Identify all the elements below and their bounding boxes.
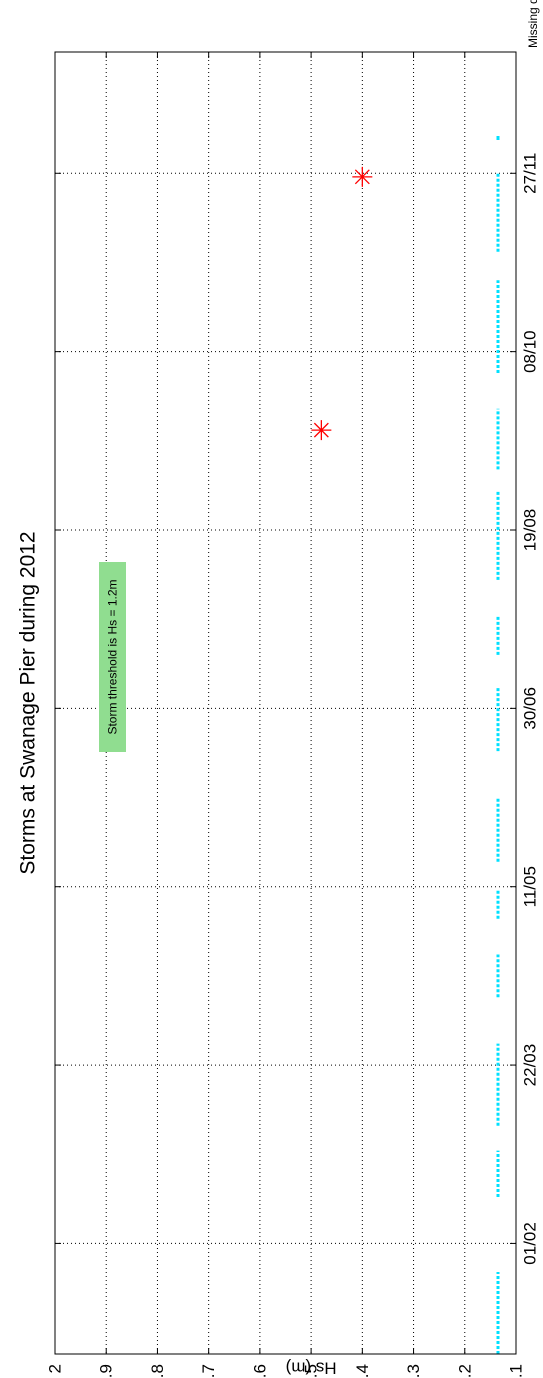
missing-data-mark [496,136,500,140]
value-tick-label: 1.5 [302,1364,321,1378]
annotation-text: Storm threshold is Hs = 1.2m [106,579,120,734]
date-tick-label: 11/05 [521,866,540,907]
storm-threshold-annotation: Storm threshold is Hs = 1.2m [99,562,126,752]
chart-title: Storms at Swanage Pier during 2012 [17,531,40,874]
date-tick-label: 08/10 [521,330,540,373]
storm-point [352,166,373,187]
storm-point [311,420,332,441]
value-tick-label: 1.2 [455,1364,474,1378]
value-tick-label: 1.6 [250,1364,269,1378]
date-tick-label: 01/02 [521,1222,540,1265]
value-tick-label: 1.4 [353,1364,372,1378]
value-tick-label: 1.9 [97,1364,116,1378]
value-tick-label: 1.7 [199,1364,218,1378]
value-tick-label: 1.1 [507,1364,526,1378]
value-tick-label: 2 [46,1364,65,1373]
missing-data-label: Missing data [526,0,540,48]
date-tick-label: 30/06 [521,687,540,730]
date-tick-label: 19/08 [521,509,540,552]
value-tick-label: 1.3 [404,1364,423,1378]
plot-frame [54,51,517,1355]
date-tick-label: 27/11 [521,153,540,194]
date-tick-label: 22/03 [521,1044,540,1087]
y-axis-label: Hs (m) [286,1359,337,1378]
value-tick-label: 1.8 [148,1364,167,1378]
